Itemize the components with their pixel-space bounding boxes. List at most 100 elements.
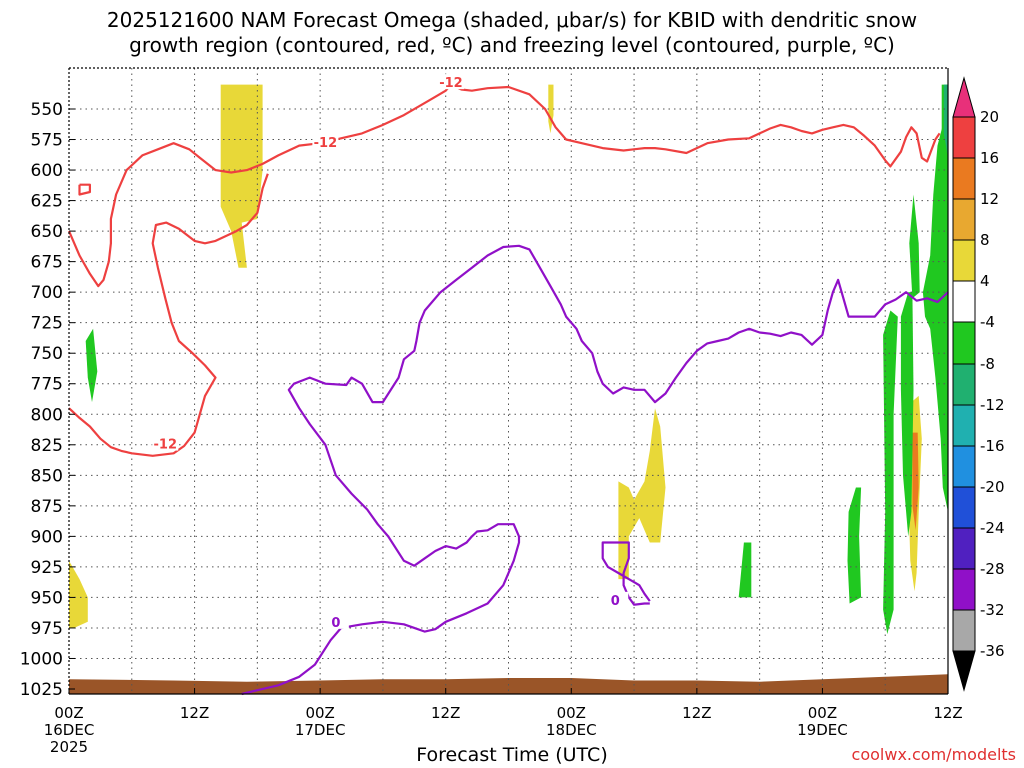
y-tick-label: 700 bbox=[31, 283, 63, 303]
x-tick-label: 00Z bbox=[808, 704, 837, 722]
y-tick-label: 750 bbox=[31, 344, 63, 364]
x-tick-label: 00Z bbox=[305, 704, 334, 722]
colorbar-label: -12 bbox=[980, 396, 1005, 414]
colorbar-label: -16 bbox=[980, 437, 1005, 455]
contour-label-bg bbox=[602, 591, 629, 607]
contour-label-bg bbox=[322, 613, 349, 629]
y-axis: 550 575 600 625 650 675 700 725 750 775 800 825 850 8… bbox=[20, 100, 75, 700]
contour-label: 0 bbox=[331, 616, 340, 631]
contour-line-4 bbox=[241, 244, 949, 696]
colorbar-label: -20 bbox=[980, 478, 1005, 496]
colorbar-label: -32 bbox=[980, 601, 1005, 619]
y-tick-label: 650 bbox=[31, 222, 63, 242]
y-tick-label: 950 bbox=[31, 588, 63, 608]
colorbar-label: 16 bbox=[980, 149, 999, 167]
x-tick-label: 12Z bbox=[431, 704, 460, 722]
contour-line-0 bbox=[67, 83, 452, 288]
y-tick-label: 775 bbox=[31, 375, 63, 395]
omega-region-3 bbox=[618, 408, 666, 580]
chart-title-line-1: 2025121600 NAM Forecast Omega (shaded, μ… bbox=[106, 8, 918, 32]
omega-region-14 bbox=[943, 84, 948, 158]
colorbar-bin bbox=[952, 321, 976, 365]
y-tick-label: 675 bbox=[31, 253, 63, 273]
omega-region-11 bbox=[909, 194, 920, 299]
omega-region-0 bbox=[220, 84, 263, 268]
colorbar-label: -28 bbox=[980, 560, 1005, 578]
contour-line-1 bbox=[450, 83, 941, 168]
x-tick-label: 12Z bbox=[933, 704, 962, 722]
contour-line-3 bbox=[78, 183, 92, 196]
colorbar-bin bbox=[952, 609, 976, 652]
chart-title: 2025121600 NAM Forecast Omega (shaded, μ… bbox=[0, 8, 1024, 58]
y-tick-label: 550 bbox=[31, 100, 63, 120]
colorbar-label: -8 bbox=[980, 355, 995, 373]
contour-label: -12 bbox=[154, 438, 178, 453]
contour-line-2 bbox=[68, 173, 269, 457]
colorbar-bin bbox=[952, 445, 976, 488]
contour-label-bg bbox=[152, 435, 179, 451]
colorbar-max-arrow bbox=[952, 76, 976, 118]
contour-line-5 bbox=[601, 541, 651, 606]
colorbar-bin bbox=[952, 280, 976, 323]
omega-shaded-regions bbox=[69, 84, 948, 635]
x-tick-label: 12Z bbox=[682, 704, 711, 722]
grid-lines bbox=[69, 68, 948, 694]
omega-region-7 bbox=[738, 542, 752, 598]
contour-label-bg bbox=[437, 74, 464, 90]
y-tick-label: 625 bbox=[31, 192, 63, 212]
colorbar-bin bbox=[952, 116, 976, 159]
x-tick-label: 12Z bbox=[180, 704, 209, 722]
colorbar-bin bbox=[952, 486, 976, 529]
x-tick-label: 00Z bbox=[557, 704, 586, 722]
colorbar-label: 12 bbox=[980, 190, 999, 208]
colorbar-min-arrow bbox=[952, 650, 976, 692]
colorbar-label: -36 bbox=[980, 642, 1005, 660]
y-tick-label: 800 bbox=[31, 405, 63, 425]
omega-region-9 bbox=[883, 310, 898, 635]
colorbar-label: 8 bbox=[980, 231, 990, 249]
x-tick-label: 18DEC bbox=[546, 721, 597, 739]
colorbar-label: -24 bbox=[980, 519, 1005, 537]
x-tick-label: 17DEC bbox=[295, 721, 346, 739]
contour-label: -12 bbox=[439, 76, 463, 91]
colorbar-bin bbox=[952, 404, 976, 447]
y-tick-label: 825 bbox=[31, 436, 63, 456]
x-tick-label: 19DEC bbox=[797, 721, 848, 739]
omega-region-12 bbox=[922, 115, 948, 512]
colorbar-label: -4 bbox=[980, 313, 995, 331]
omega-region-6 bbox=[85, 328, 98, 403]
y-tick-label: 575 bbox=[31, 131, 63, 151]
plot-frame bbox=[68, 67, 949, 695]
omega-region-2 bbox=[69, 560, 88, 628]
y-tick-label: 725 bbox=[31, 314, 63, 334]
y-tick-label: 600 bbox=[31, 161, 63, 181]
omega-region-1 bbox=[548, 84, 554, 134]
colorbar-label: 4 bbox=[980, 272, 990, 290]
colorbar-bin bbox=[952, 363, 976, 406]
x-axis-label: Forecast Time (UTC) bbox=[416, 744, 608, 766]
colorbar-bin bbox=[952, 527, 976, 570]
temperature-contours: -12 -12 -12 0 0 bbox=[67, 74, 949, 696]
y-tick-label: 875 bbox=[31, 497, 63, 517]
colorbar-bin bbox=[952, 198, 976, 241]
omega-region-8 bbox=[847, 487, 862, 604]
colorbar-label: 20 bbox=[980, 108, 999, 126]
omega-region-10 bbox=[900, 292, 914, 537]
y-tick-label: 975 bbox=[31, 619, 63, 639]
colorbar: 20 16 12 8 4 -4 -8 -12 -16 -20 -24 -28 -32 -36 bbox=[952, 76, 1005, 692]
chart-title-line-2: growth region (contoured, red, ºC) and f… bbox=[129, 33, 895, 57]
credit-text: coolwx.com/modelts bbox=[851, 745, 1016, 764]
contour-label: -12 bbox=[314, 136, 338, 151]
y-tick-label: 1000 bbox=[20, 649, 63, 669]
contour-label-bg bbox=[312, 133, 339, 149]
x-tick-label: 00Z bbox=[54, 704, 83, 722]
y-tick-label: 925 bbox=[31, 558, 63, 578]
colorbar-bin bbox=[952, 239, 976, 282]
y-tick-label: 900 bbox=[31, 527, 63, 547]
x-tick-label: 2025 bbox=[50, 738, 88, 756]
colorbar-bin bbox=[952, 568, 976, 611]
colorbar-bin bbox=[952, 157, 976, 200]
y-tick-label: 1025 bbox=[20, 680, 63, 700]
